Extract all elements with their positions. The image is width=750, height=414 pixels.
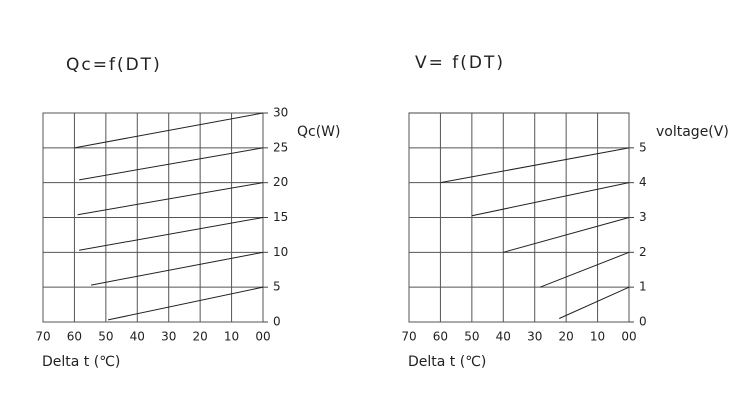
performance-line [77,182,264,216]
x-tick-label: 60 [67,330,82,344]
chart-title: V= f(DT) [415,53,505,73]
y-tick-label: 2 [639,245,647,259]
y-tick-label: 20 [273,175,288,189]
x-tick-label: 40 [130,330,145,344]
x-tick-label: 40 [496,330,511,344]
x-tick-label: 00 [621,330,636,344]
performance-line [559,286,630,319]
x-tick-label: 10 [224,330,239,344]
x-tick-label: 20 [193,330,208,344]
x-tick-label: 30 [161,330,176,344]
y-tick-label: 0 [273,315,281,329]
chart-title: Qc=f(DT) [66,55,162,75]
x-tick-label: 50 [98,330,113,344]
performance-line [107,286,264,321]
y-tick-label: 15 [273,210,288,224]
x-tick-label: 10 [590,330,605,344]
x-tick-label: 60 [433,330,448,344]
y-tick-label: 3 [639,210,647,224]
x-tick-label: 50 [464,330,479,344]
performance-line [79,147,264,181]
performance-line [74,112,264,149]
performance-line [471,182,630,217]
x-axis-label: Delta t (℃) [42,354,120,370]
y-tick-label: 1 [639,280,647,294]
x-tick-label: 70 [35,330,50,344]
performance-line [79,217,264,251]
x-axis-label: Delta t (℃) [408,354,486,370]
y-axis-label: voltage(V) [656,124,729,140]
y-tick-label: 5 [273,280,281,294]
y-tick-label: 30 [273,106,288,120]
y-tick-label: 4 [639,175,647,189]
y-tick-label: 25 [273,140,288,154]
y-axis-label: Qc(W) [297,124,340,140]
x-tick-label: 20 [559,330,574,344]
performance-line [539,251,630,288]
y-tick-label: 5 [639,140,647,154]
x-tick-label: 70 [401,330,416,344]
x-tick-label: 30 [527,330,542,344]
performance-line [440,147,630,184]
performance-line [90,251,264,286]
y-tick-label: 10 [273,245,288,259]
performance-line [503,217,630,253]
y-tick-label: 0 [639,315,647,329]
x-tick-label: 00 [255,330,270,344]
